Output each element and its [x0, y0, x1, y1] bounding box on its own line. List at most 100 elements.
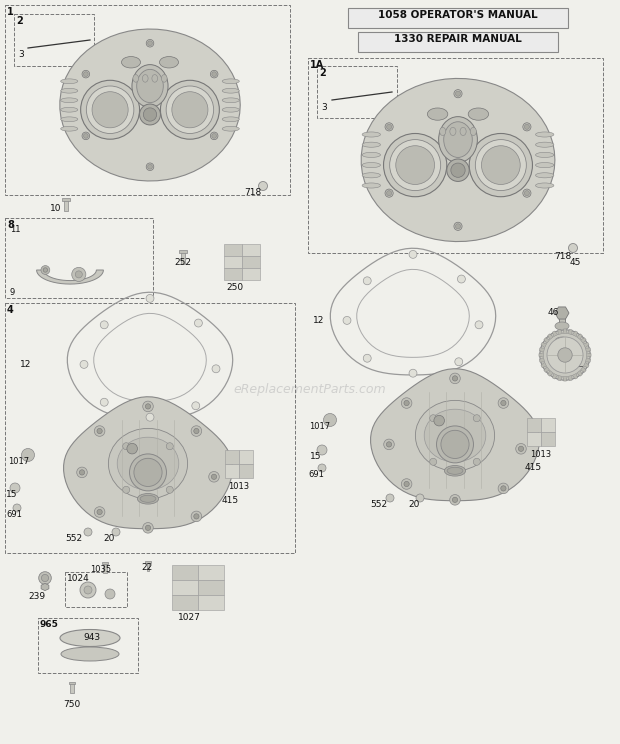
Circle shape — [212, 365, 220, 373]
Polygon shape — [224, 268, 242, 280]
Polygon shape — [64, 200, 68, 211]
Polygon shape — [544, 367, 549, 372]
Ellipse shape — [222, 98, 239, 103]
Circle shape — [569, 243, 577, 252]
Ellipse shape — [436, 426, 474, 463]
Ellipse shape — [92, 92, 128, 128]
Polygon shape — [102, 562, 108, 564]
Text: 8: 8 — [7, 220, 14, 230]
Ellipse shape — [127, 443, 138, 454]
Ellipse shape — [222, 117, 239, 121]
Polygon shape — [563, 329, 567, 333]
Polygon shape — [552, 373, 557, 379]
Circle shape — [384, 439, 394, 449]
Ellipse shape — [434, 415, 445, 426]
Circle shape — [100, 398, 108, 406]
Polygon shape — [580, 338, 586, 343]
Polygon shape — [69, 682, 76, 684]
Polygon shape — [239, 450, 253, 464]
Circle shape — [211, 474, 216, 479]
Circle shape — [146, 295, 154, 302]
Circle shape — [194, 429, 199, 434]
Circle shape — [498, 483, 508, 494]
Text: 252: 252 — [174, 258, 191, 267]
Circle shape — [501, 486, 506, 491]
Text: 1013: 1013 — [228, 482, 249, 491]
Polygon shape — [172, 565, 198, 580]
Circle shape — [404, 481, 409, 487]
Text: 15: 15 — [6, 490, 17, 499]
Text: 45: 45 — [570, 258, 582, 267]
Circle shape — [386, 442, 392, 447]
Polygon shape — [585, 348, 591, 353]
Polygon shape — [541, 432, 555, 446]
Circle shape — [518, 446, 524, 452]
Circle shape — [525, 190, 529, 196]
Ellipse shape — [222, 107, 239, 112]
Circle shape — [324, 414, 337, 426]
Ellipse shape — [172, 92, 208, 128]
Circle shape — [210, 132, 218, 140]
Text: 11: 11 — [10, 225, 20, 234]
Text: 691: 691 — [6, 510, 22, 519]
Circle shape — [430, 458, 436, 465]
Circle shape — [475, 321, 483, 329]
Ellipse shape — [143, 74, 148, 82]
Ellipse shape — [136, 69, 163, 103]
Ellipse shape — [470, 127, 476, 135]
Circle shape — [10, 483, 20, 493]
Polygon shape — [172, 580, 198, 595]
Ellipse shape — [536, 173, 554, 178]
Ellipse shape — [444, 122, 472, 158]
Polygon shape — [539, 353, 544, 357]
Circle shape — [77, 467, 87, 478]
Polygon shape — [552, 331, 557, 336]
Circle shape — [42, 574, 48, 582]
Circle shape — [473, 414, 480, 422]
Circle shape — [192, 402, 200, 410]
Circle shape — [363, 354, 371, 362]
Polygon shape — [198, 565, 224, 580]
Polygon shape — [242, 244, 260, 256]
Circle shape — [558, 347, 572, 362]
Ellipse shape — [108, 429, 188, 498]
Circle shape — [191, 511, 202, 522]
Circle shape — [143, 401, 153, 411]
Polygon shape — [541, 342, 547, 347]
Text: 1035: 1035 — [90, 565, 111, 574]
Polygon shape — [172, 595, 198, 610]
Polygon shape — [577, 334, 582, 339]
Polygon shape — [544, 338, 549, 343]
Text: 1013: 1013 — [530, 450, 551, 459]
Text: eReplacementParts.com: eReplacementParts.com — [234, 383, 386, 397]
Polygon shape — [555, 307, 569, 319]
Polygon shape — [225, 464, 239, 478]
Circle shape — [84, 71, 88, 77]
Circle shape — [409, 251, 417, 258]
Text: 9: 9 — [10, 288, 16, 297]
Polygon shape — [541, 418, 555, 432]
Circle shape — [516, 443, 526, 454]
Polygon shape — [527, 418, 541, 432]
Polygon shape — [146, 562, 149, 571]
Circle shape — [430, 414, 436, 422]
Polygon shape — [572, 373, 577, 379]
Circle shape — [82, 132, 90, 140]
Ellipse shape — [536, 132, 554, 137]
Polygon shape — [358, 32, 558, 52]
Ellipse shape — [469, 133, 533, 196]
Circle shape — [547, 337, 583, 373]
Text: 239: 239 — [28, 592, 45, 601]
Circle shape — [13, 504, 21, 512]
Polygon shape — [64, 397, 232, 529]
Circle shape — [84, 528, 92, 536]
Text: 415: 415 — [222, 496, 239, 505]
Circle shape — [385, 189, 393, 197]
Text: 2: 2 — [16, 16, 23, 26]
Circle shape — [386, 494, 394, 502]
Circle shape — [146, 39, 154, 47]
Text: 12: 12 — [20, 360, 32, 369]
Ellipse shape — [362, 132, 381, 137]
Circle shape — [148, 41, 153, 45]
Circle shape — [123, 487, 130, 493]
